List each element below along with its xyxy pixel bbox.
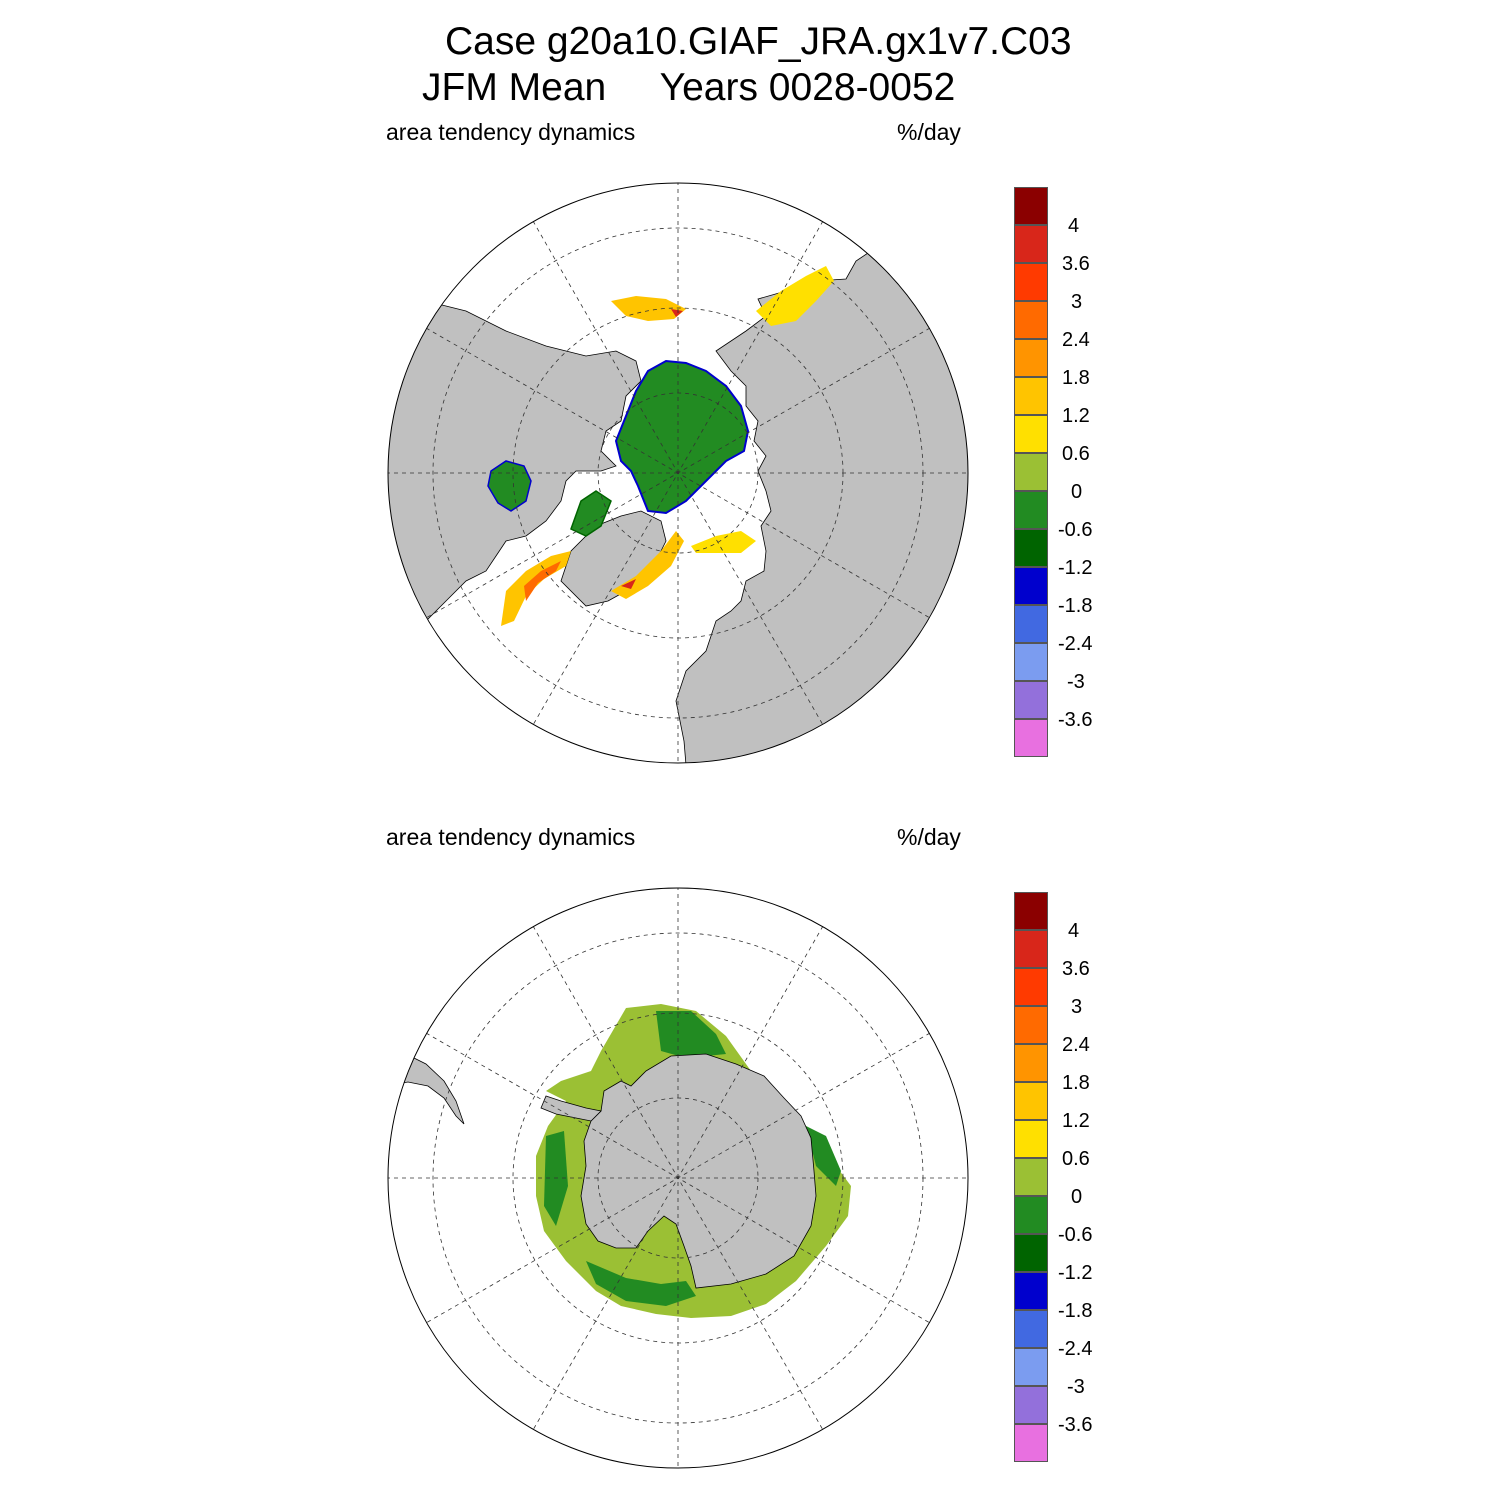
north-colorbar-swatch-10	[1014, 529, 1048, 567]
south-ice-dark-ross	[586, 1261, 696, 1306]
north-colorbar-label: -0.6	[1058, 519, 1093, 541]
north-colorbar-label: -3.6	[1058, 709, 1093, 731]
south-colorbar-label: -3	[1067, 1376, 1085, 1398]
south-panel-variable-label: area tendency dynamics	[386, 824, 636, 850]
north-colorbar-label: 0.6	[1062, 443, 1090, 465]
south-colorbar-label: 3.6	[1062, 958, 1090, 980]
figure-title-period: JFM Mean Years 0028-0052	[422, 66, 956, 109]
south-land-antarctic-peninsula	[540, 1095, 602, 1122]
south-ice-dark-weddell	[656, 1011, 726, 1058]
south-colorbar-swatch-4	[1014, 1006, 1048, 1044]
south-colorbar-swatch-10	[1014, 1234, 1048, 1272]
north-ice-arctic-basin	[614, 359, 750, 515]
south-ice-dark-east	[806, 1126, 841, 1186]
figure-title-case: Case g20a10.GIAF_JRA.gx1v7.C03	[445, 20, 1072, 63]
south-colorbar-swatch-6	[1014, 1082, 1048, 1120]
north-melt-bering	[611, 296, 686, 321]
south-colorbar-swatch-14	[1014, 1386, 1048, 1424]
north-colorbar-swatch-8	[1014, 453, 1048, 491]
north-panel-units-label: %/day	[897, 119, 961, 145]
north-melt-greenland-sea	[611, 531, 684, 599]
north-colorbar-swatch-15	[1014, 719, 1048, 757]
north-colorbar-swatch-7	[1014, 415, 1048, 453]
south-colorbar-label: 1.2	[1062, 1110, 1090, 1132]
north-colorbar-swatch-6	[1014, 377, 1048, 415]
south-colorbar-swatch-8	[1014, 1158, 1048, 1196]
north-colorbar-label: 4	[1068, 215, 1080, 237]
north-colorbar-label: 2.4	[1062, 329, 1090, 351]
north-colorbar-label: -2.4	[1058, 633, 1093, 655]
south-ice-dark-bell	[544, 1131, 568, 1226]
north-melt-bering-core	[671, 309, 683, 317]
north-melt-okhotsk	[756, 266, 834, 326]
south-colorbar-swatch-11	[1014, 1272, 1048, 1310]
north-colorbar-swatch-4	[1014, 301, 1048, 339]
north-melt-labrador-core	[524, 561, 561, 601]
north-colorbar-swatch-1	[1014, 187, 1048, 225]
north-graticule	[388, 183, 968, 763]
south-colorbar-label: -1.8	[1058, 1300, 1093, 1322]
south-colorbar-swatch-5	[1014, 1044, 1048, 1082]
north-ice-baffin	[570, 490, 612, 537]
north-colorbar-swatch-9	[1014, 491, 1048, 529]
north-polar-map	[387, 182, 969, 764]
south-colorbar-swatch-9	[1014, 1196, 1048, 1234]
north-panel-variable-label: area tendency dynamics	[386, 119, 636, 145]
north-land-eurasia	[675, 220, 968, 763]
north-colorbar-swatch-2	[1014, 225, 1048, 263]
north-colorbar-label: 3	[1071, 291, 1083, 313]
south-colorbar-label: 3	[1071, 996, 1083, 1018]
south-colorbar-label: 4	[1068, 920, 1080, 942]
south-polar-map	[387, 887, 969, 1469]
north-colorbar-swatch-12	[1014, 605, 1048, 643]
north-ice-hudson-bay	[487, 460, 532, 512]
north-colorbar-label: -1.2	[1058, 557, 1093, 579]
south-graticule	[388, 888, 968, 1468]
north-colorbar-label: 1.2	[1062, 405, 1090, 427]
south-colorbar	[1014, 892, 1048, 1462]
north-colorbar-swatch-14	[1014, 681, 1048, 719]
north-colorbar-label: 3.6	[1062, 253, 1090, 275]
south-colorbar-swatch-7	[1014, 1120, 1048, 1158]
north-colorbar-label: 1.8	[1062, 367, 1090, 389]
north-colorbar-swatch-5	[1014, 339, 1048, 377]
south-colorbar-label: -2.4	[1058, 1338, 1093, 1360]
north-colorbar-swatch-13	[1014, 643, 1048, 681]
south-colorbar-swatch-13	[1014, 1348, 1048, 1386]
south-colorbar-label: -1.2	[1058, 1262, 1093, 1284]
south-colorbar-swatch-15	[1014, 1424, 1048, 1462]
south-panel-units-label: %/day	[897, 824, 961, 850]
south-colorbar-label: 0	[1071, 1186, 1083, 1208]
north-map-border	[387, 182, 969, 764]
south-colorbar-label: 0.6	[1062, 1148, 1090, 1170]
south-colorbar-label: -0.6	[1058, 1224, 1093, 1246]
north-colorbar	[1014, 187, 1048, 757]
south-land-antarctica	[580, 1053, 817, 1289]
north-melt-barents	[691, 531, 756, 553]
south-map-border	[387, 887, 969, 1469]
north-colorbar-label: 0	[1071, 481, 1083, 503]
north-melt-greenland-sea-core	[621, 579, 636, 589]
south-colorbar-swatch-3	[1014, 968, 1048, 1006]
south-colorbar-label: 1.8	[1062, 1072, 1090, 1094]
south-colorbar-swatch-2	[1014, 930, 1048, 968]
south-colorbar-label: -3.6	[1058, 1414, 1093, 1436]
north-colorbar-swatch-11	[1014, 567, 1048, 605]
north-colorbar-swatch-3	[1014, 263, 1048, 301]
south-colorbar-label: 2.4	[1062, 1034, 1090, 1056]
north-colorbar-label: -3	[1067, 671, 1085, 693]
north-colorbar-label: -1.8	[1058, 595, 1093, 617]
south-colorbar-swatch-1	[1014, 892, 1048, 930]
south-colorbar-swatch-12	[1014, 1310, 1048, 1348]
